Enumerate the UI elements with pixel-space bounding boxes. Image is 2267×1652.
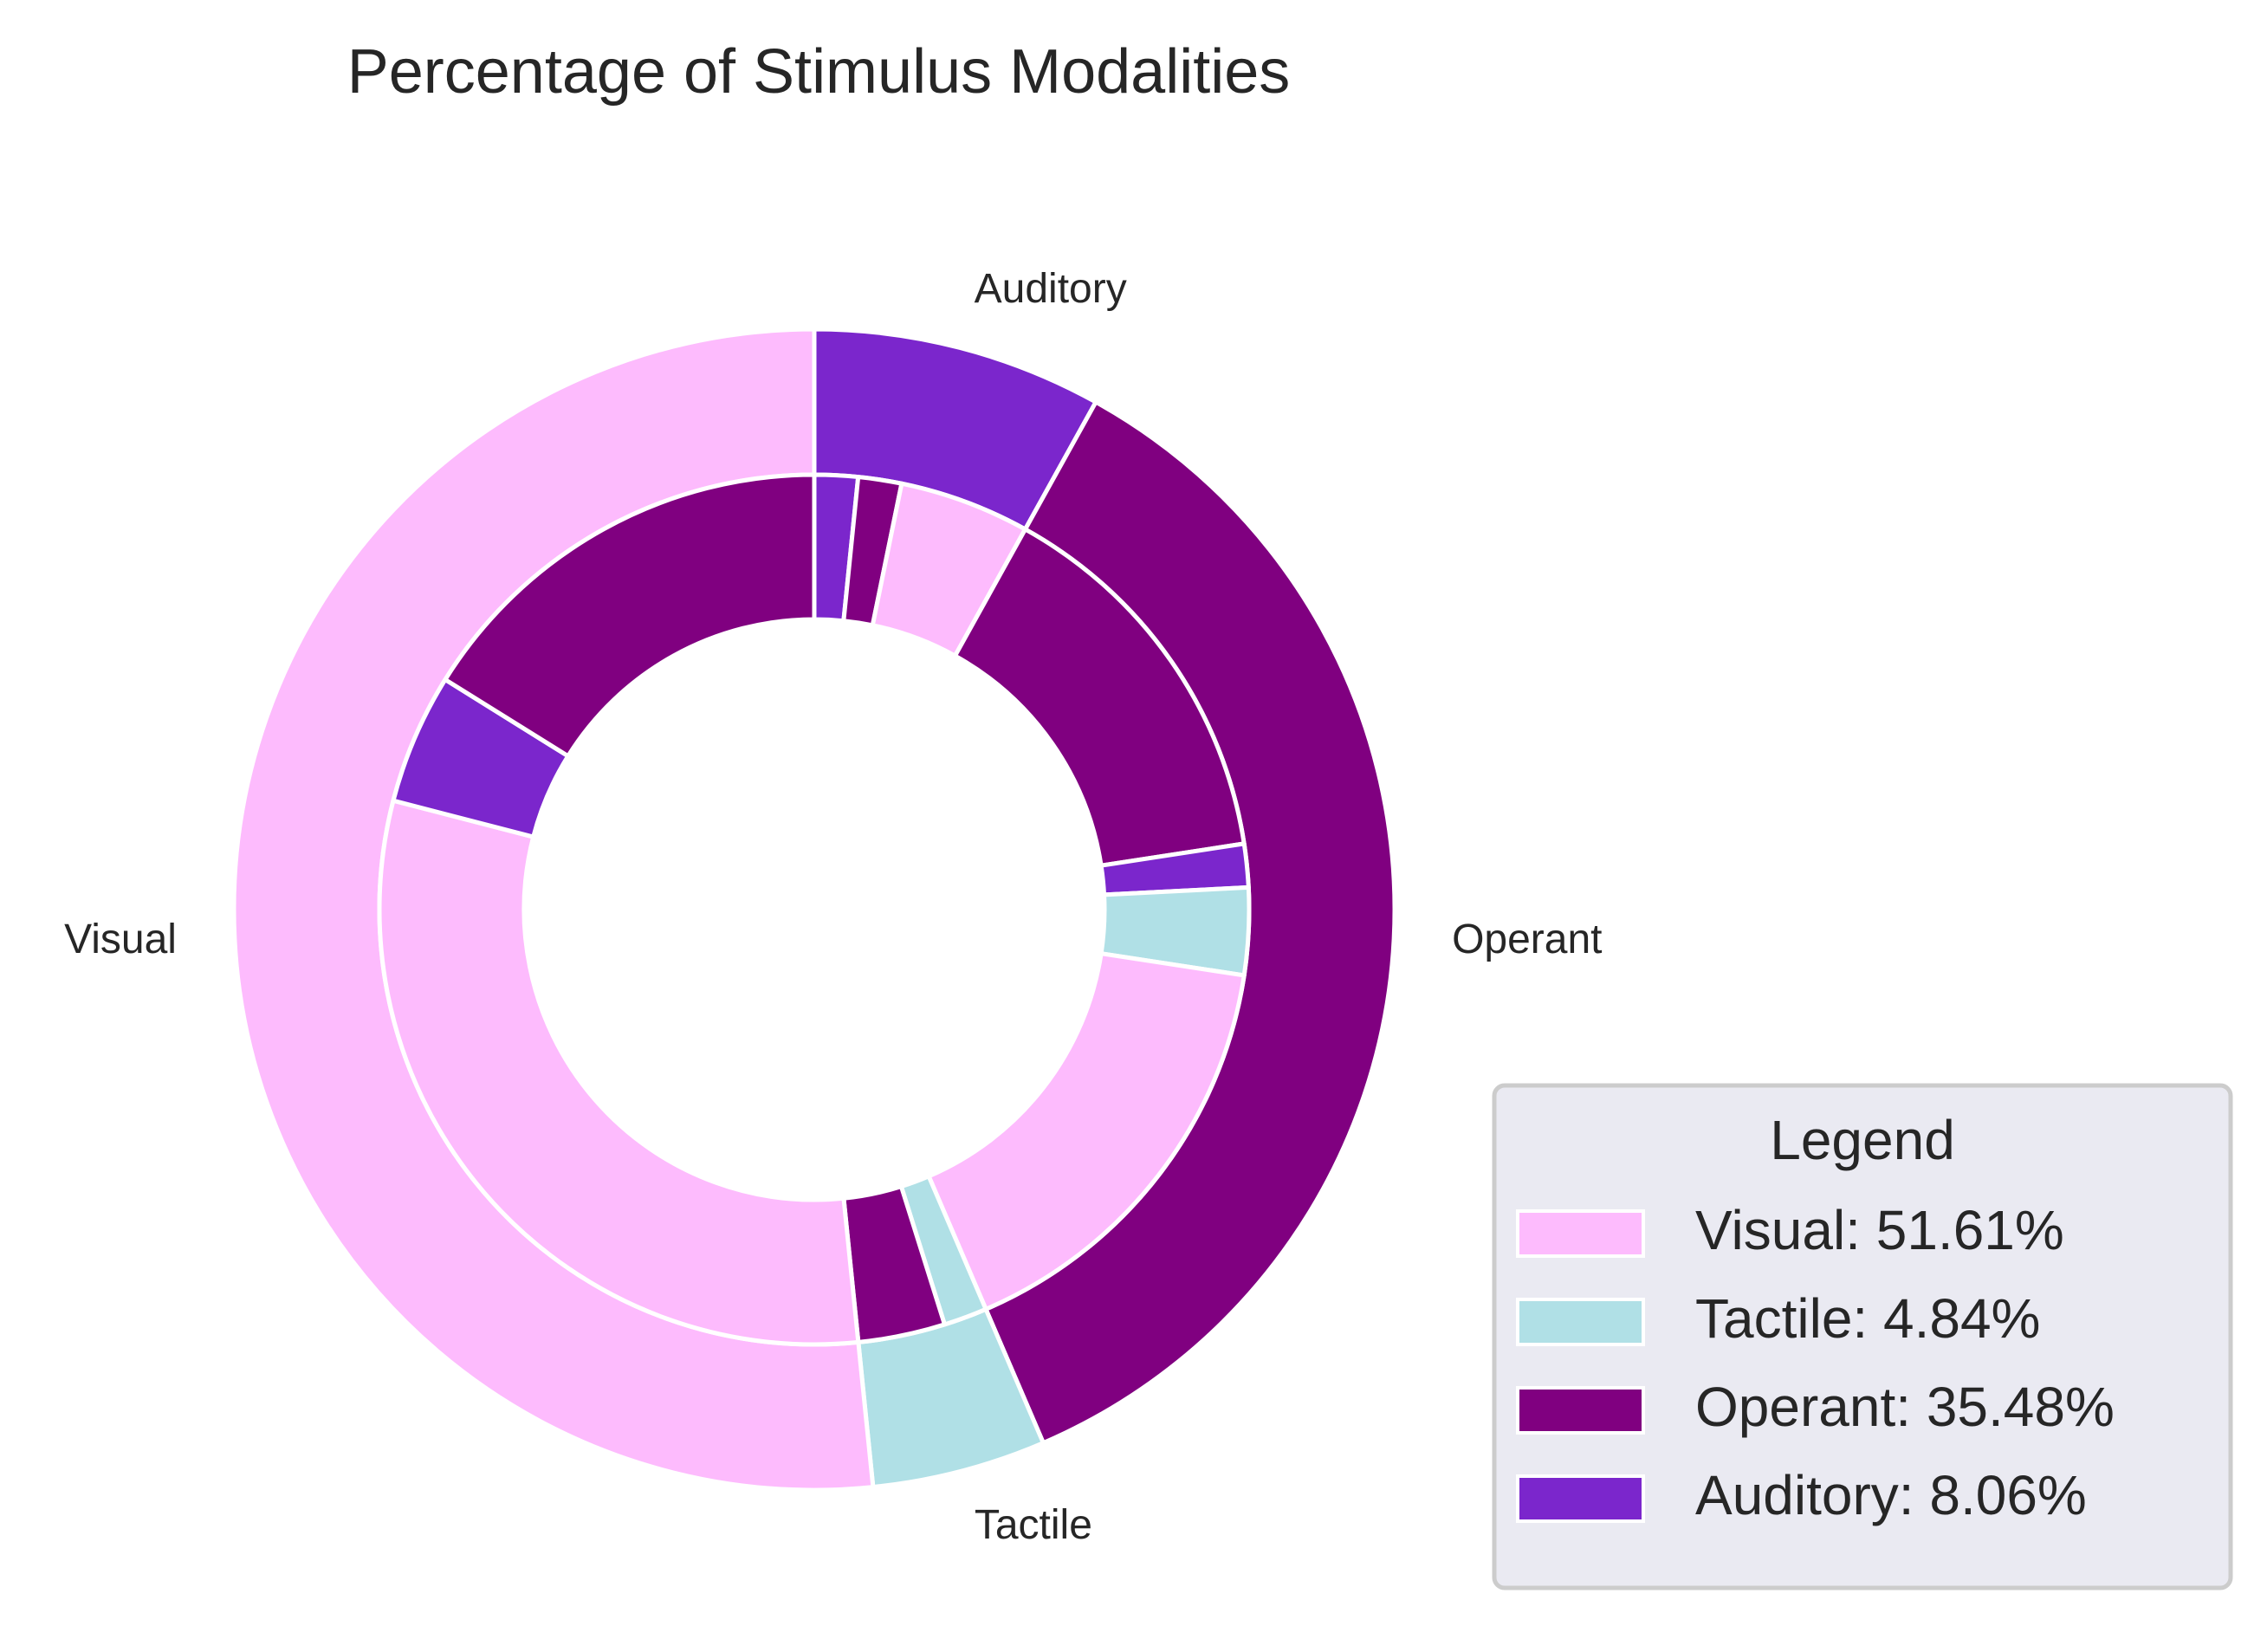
legend-swatch-visual: [1516, 1209, 1645, 1258]
label-visual: Visual: [64, 917, 177, 962]
legend-frame: [1492, 1083, 2233, 1590]
legend-swatch-operant: [1516, 1386, 1645, 1435]
chart-title: Percentage of Stimulus Modalities: [347, 37, 1291, 107]
legend-label-auditory: Auditory: 8.06%: [1695, 1464, 2087, 1526]
inner-ring: [377, 472, 1252, 1347]
inner-slice-operant: [443, 472, 817, 759]
legend: Legend Visual: 51.61% Tactile: 4.84% Opera…: [1492, 1083, 2233, 1590]
legend-label-tactile: Tactile: 4.84%: [1695, 1287, 2040, 1350]
label-auditory: Auditory: [975, 266, 1127, 312]
outer-labels: Auditory Operant Tactile Visual: [64, 266, 1602, 1548]
inner-slice-visual: [926, 951, 1247, 1312]
legend-label-operant: Operant: 35.48%: [1695, 1376, 2115, 1438]
label-tactile: Tactile: [975, 1502, 1092, 1548]
inner-slice-visual: [377, 798, 861, 1347]
legend-title: Legend: [1770, 1109, 1955, 1171]
legend-swatch-auditory: [1516, 1474, 1645, 1523]
legend-label-visual: Visual: 51.61%: [1695, 1199, 2064, 1261]
legend-entries: Visual: 51.61% Tactile: 4.84% Operant: 35.…: [1516, 1199, 2115, 1526]
legend-swatch-tactile: [1516, 1298, 1645, 1346]
label-operant: Operant: [1452, 917, 1602, 962]
